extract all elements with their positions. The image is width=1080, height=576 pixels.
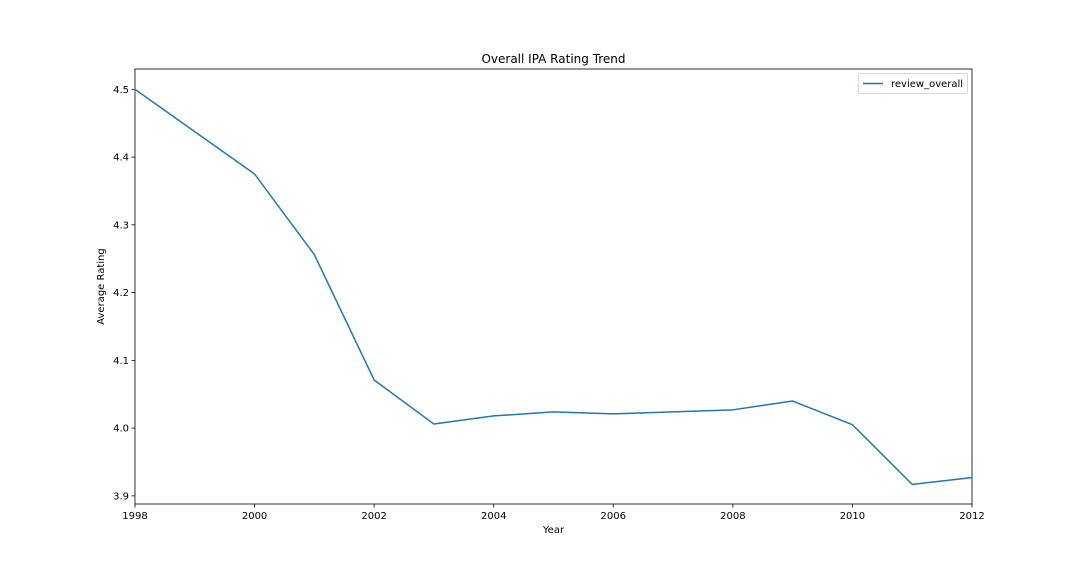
plot-area-frame — [134, 68, 973, 505]
series-layer — [133, 88, 973, 486]
y-tick-label: 4.3 — [113, 220, 129, 231]
y-tick-label: 4.1 — [113, 356, 129, 367]
x-tick-label: 2006 — [601, 511, 626, 522]
x-tick-label: 2004 — [481, 511, 506, 522]
chart-title: Overall IPA Rating Trend — [481, 52, 625, 66]
y-tick-label: 4.2 — [113, 288, 129, 299]
x-axis-title: Year — [542, 525, 565, 536]
legend: review_overall — [858, 73, 968, 94]
x-tick-label: 1998 — [122, 511, 147, 522]
axis-ticks: 1998 2000 2002 2004 2006 2008 2010 2012 3.9 4.0 4.… — [113, 85, 985, 522]
y-axis-title: Average Rating — [96, 248, 107, 324]
x-tick-label: 2002 — [361, 511, 386, 522]
legend-box — [858, 73, 968, 94]
series-line-review-overall — [133, 88, 973, 486]
x-tick-label: 2000 — [242, 511, 267, 522]
y-tick-label: 3.9 — [113, 491, 129, 502]
legend-label-review-overall: review_overall — [891, 79, 963, 90]
x-tick-label: 2010 — [840, 511, 865, 522]
x-tick-label: 2008 — [720, 511, 745, 522]
y-tick-label: 4.0 — [113, 424, 129, 435]
y-tick-label: 4.5 — [113, 85, 129, 96]
x-tick-label: 2012 — [959, 511, 984, 522]
y-tick-label: 4.4 — [113, 153, 129, 164]
